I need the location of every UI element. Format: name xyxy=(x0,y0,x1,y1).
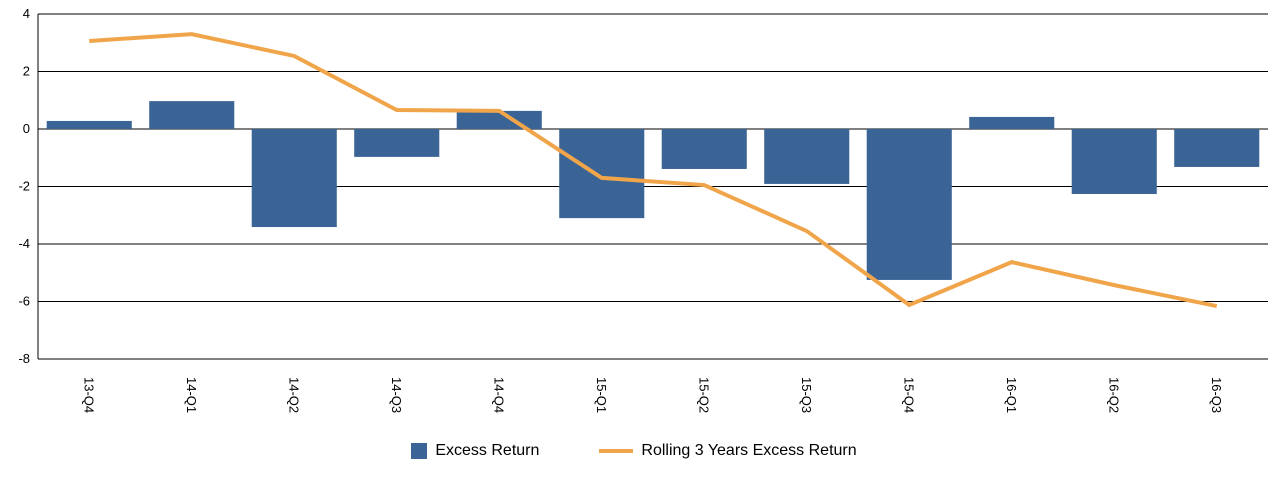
bar xyxy=(866,129,952,280)
legend-swatch xyxy=(599,448,634,453)
bar xyxy=(354,129,440,157)
chart: -8 -6 -4 -2 0 2 4 13-Q4 14-Q1 14-Q2 14-Q3 14-Q4 15-Q… xyxy=(18,6,1268,413)
x-tick-label: 14-Q3 xyxy=(389,377,404,413)
bar xyxy=(1071,129,1157,194)
x-tick-label: 13-Q4 xyxy=(81,377,96,413)
y-tick-label: 2 xyxy=(23,64,30,79)
legend-item: Excess Return xyxy=(411,442,539,459)
bar xyxy=(1174,129,1260,167)
y-tick-label: -2 xyxy=(18,179,30,194)
x-tick-label: 15-Q4 xyxy=(901,377,916,413)
legend-label: Excess Return xyxy=(435,442,540,459)
bar xyxy=(764,129,850,184)
bar xyxy=(661,129,747,169)
y-tick-label: -6 xyxy=(18,294,30,309)
y-tick-label: -8 xyxy=(18,351,30,366)
bar xyxy=(251,129,337,228)
line xyxy=(89,32,1218,309)
y-tick-label: 0 xyxy=(23,121,30,136)
legend-swatch xyxy=(411,442,428,459)
legend-item: Rolling 3 Years Excess Return xyxy=(599,442,857,459)
bar xyxy=(456,110,542,129)
y-tick-label: -4 xyxy=(18,236,30,251)
bar xyxy=(149,101,235,129)
bar xyxy=(46,120,132,129)
x-tick-label: 16-Q3 xyxy=(1209,377,1224,413)
x-tick-label: 16-Q1 xyxy=(1004,377,1019,413)
bar xyxy=(969,116,1055,129)
y-tick-label: 4 xyxy=(23,6,30,21)
x-tick-label: 14-Q4 xyxy=(491,377,506,413)
x-tick-label: 14-Q2 xyxy=(286,377,301,413)
x-tick-label: 15-Q1 xyxy=(594,377,609,413)
x-tick-label: 14-Q1 xyxy=(184,377,199,413)
x-tick-label: 15-Q3 xyxy=(799,377,814,413)
bar xyxy=(559,129,645,219)
x-tick-label: 16-Q2 xyxy=(1106,377,1121,413)
x-tick-label: 15-Q2 xyxy=(696,377,711,413)
legend-label: Rolling 3 Years Excess Return xyxy=(641,442,857,459)
legend: Excess Return Rolling 3 Years Excess Retu… xyxy=(0,442,1268,459)
